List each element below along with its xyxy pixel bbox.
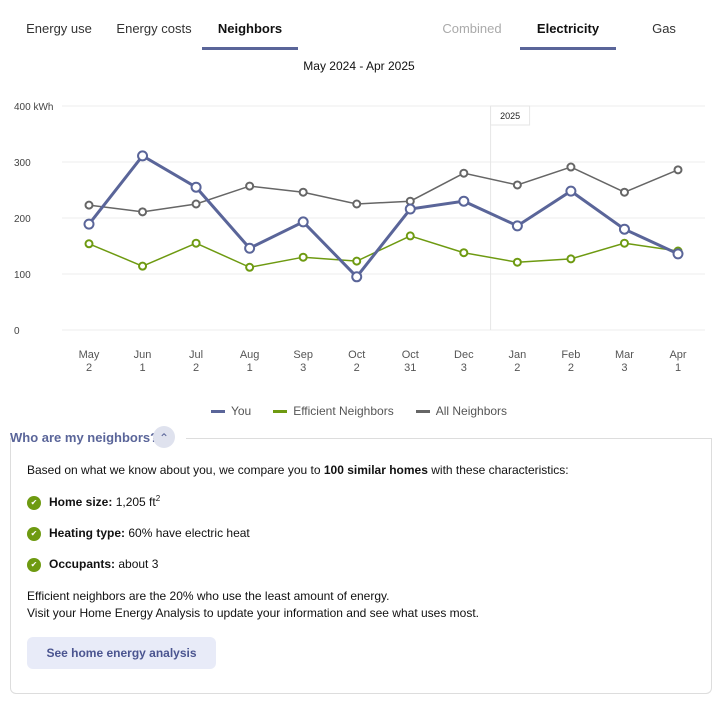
data-point: [298, 252, 308, 262]
data-point: [459, 168, 469, 178]
data-point: [351, 271, 363, 283]
x-tick-label: May: [79, 349, 100, 361]
x-tick-label: Jun: [134, 349, 152, 361]
y-tick-label: 0: [14, 326, 20, 337]
data-point: [244, 242, 256, 254]
data-point: [512, 257, 522, 267]
data-point: [352, 256, 362, 266]
x-tick-label: 31: [404, 362, 416, 374]
x-tick-label: 3: [300, 362, 306, 374]
data-point: [190, 181, 202, 193]
x-tick-label: 2: [568, 362, 574, 374]
data-point: [404, 203, 416, 215]
data-point: [512, 180, 522, 190]
neighbors-section-title[interactable]: Who are my neighbors?: [10, 430, 159, 445]
tab-neighbors[interactable]: Neighbors: [202, 14, 298, 50]
chevron-up-icon[interactable]: ⌃: [153, 426, 175, 448]
neighbors-panel: [10, 438, 712, 694]
check-icon: ✔: [27, 526, 41, 541]
characteristic-occupants: ✔ Occupants: about 3: [27, 557, 158, 572]
x-tick-label: 1: [139, 362, 145, 374]
tab-electricity[interactable]: Electricity: [520, 14, 616, 50]
data-point: [619, 238, 629, 248]
year-marker-label: 2025: [500, 111, 520, 121]
x-tick-label: 2: [354, 362, 360, 374]
data-point: [672, 248, 684, 260]
data-point: [618, 223, 630, 235]
x-tick-label: Mar: [615, 349, 634, 361]
tab-combined[interactable]: Combined: [442, 21, 502, 36]
series-line: [87, 153, 679, 280]
x-tick-label: 2: [86, 362, 92, 374]
tab-energy-costs[interactable]: Energy costs: [116, 21, 192, 36]
series-line: [88, 235, 679, 269]
x-tick-label: Sep: [293, 349, 313, 361]
data-point: [83, 218, 95, 230]
data-point: [137, 150, 149, 162]
x-tick-label: 2: [514, 362, 520, 374]
data-point: [619, 187, 629, 197]
x-tick-label: 3: [461, 362, 467, 374]
data-point: [245, 262, 255, 272]
y-tick-label: 200: [14, 214, 31, 225]
y-tick-label: 300: [14, 158, 31, 169]
data-point: [405, 231, 415, 241]
legend-efficient-neighbors[interactable]: Efficient Neighbors: [273, 404, 394, 418]
tab-gas[interactable]: Gas: [652, 21, 676, 36]
see-home-energy-analysis-button[interactable]: See home energy analysis: [27, 637, 216, 669]
legend-all-neighbors[interactable]: All Neighbors: [415, 404, 507, 418]
x-tick-label: 1: [675, 362, 681, 374]
x-tick-label: Dec: [454, 349, 474, 361]
tab-energy-use[interactable]: Energy use: [26, 21, 92, 36]
chart-legend: You Efficient Neighbors All Neighbors: [0, 404, 718, 418]
legend-you[interactable]: You: [210, 404, 251, 418]
x-tick-label: Oct: [402, 349, 419, 361]
data-point: [191, 199, 201, 209]
intro-text: Based on what we know about you, we comp…: [27, 463, 569, 477]
analysis-note: Visit your Home Energy Analysis to updat…: [27, 606, 480, 620]
data-point: [458, 195, 470, 207]
data-point: [297, 216, 309, 228]
data-point: [138, 261, 148, 271]
data-point: [298, 187, 308, 197]
x-tick-label: Jan: [508, 349, 526, 361]
period-label: May 2024 - Apr 2025: [303, 59, 415, 73]
x-tick-label: 1: [247, 362, 253, 374]
data-point: [459, 248, 469, 258]
x-tick-label: Jul: [189, 349, 203, 361]
x-tick-label: Feb: [561, 349, 580, 361]
data-point: [566, 254, 576, 264]
check-icon: ✔: [27, 495, 41, 510]
characteristic-home-size: ✔ Home size: 1,205 ft2: [27, 494, 160, 510]
x-tick-label: Aug: [240, 349, 260, 361]
data-point: [511, 220, 523, 232]
efficient-note: Efficient neighbors are the 20% who use …: [27, 589, 390, 603]
data-point: [138, 207, 148, 217]
y-tick-label: 100: [14, 270, 31, 281]
data-point: [352, 199, 362, 209]
characteristic-heating-type: ✔ Heating type: 60% have electric heat: [27, 526, 250, 541]
data-point: [565, 185, 577, 197]
x-tick-label: 3: [621, 362, 627, 374]
x-tick-label: Oct: [348, 349, 365, 361]
year-marker-box: [490, 105, 531, 126]
check-icon: ✔: [27, 557, 41, 572]
data-point: [84, 239, 94, 249]
divider: [186, 438, 712, 439]
y-tick-label: 400 kWh: [14, 102, 53, 113]
data-point: [566, 162, 576, 172]
x-tick-label: Apr: [669, 349, 686, 361]
x-tick-label: 2: [193, 362, 199, 374]
data-point: [245, 181, 255, 191]
data-point: [673, 165, 683, 175]
series-line: [88, 166, 679, 213]
data-point: [84, 200, 94, 210]
data-point: [191, 238, 201, 248]
